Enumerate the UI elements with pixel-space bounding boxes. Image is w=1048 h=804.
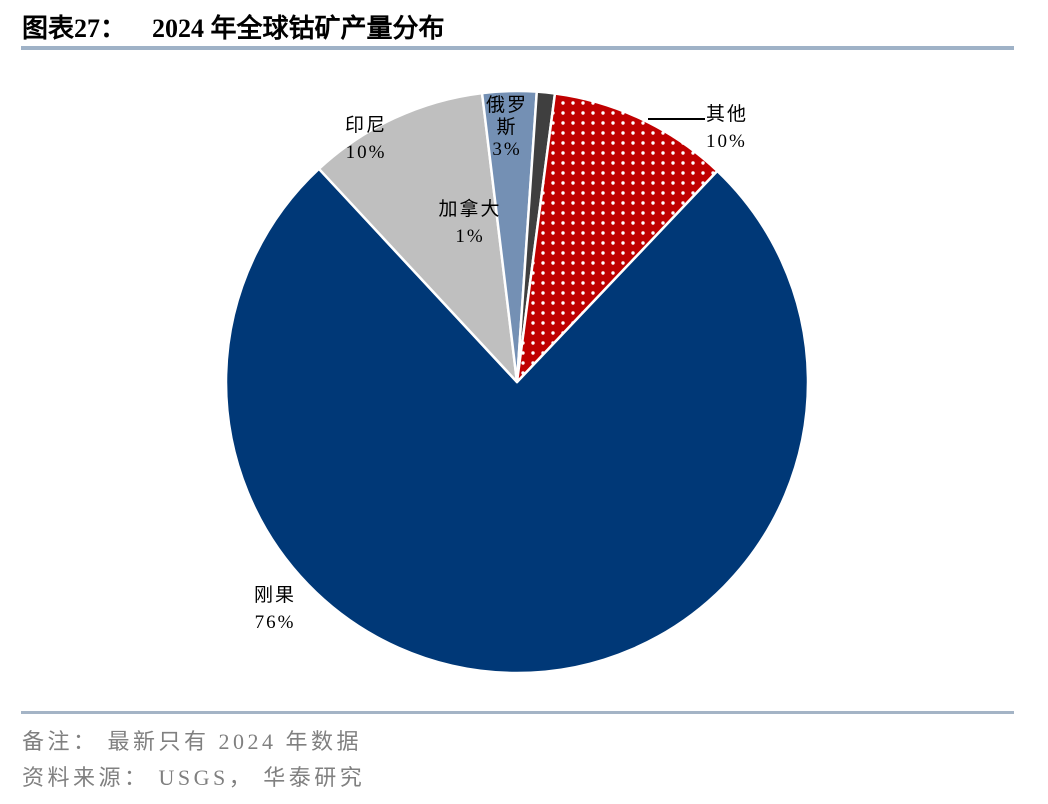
others-pct: 10% [706, 131, 747, 152]
others-leader-line [648, 118, 705, 120]
pie-label-indonesia: 印尼 10% [316, 112, 416, 166]
russia-name-line1: 俄罗 [485, 95, 528, 116]
canada-pct: 1% [455, 226, 485, 247]
russia-pct: 3% [492, 139, 522, 160]
title-divider [21, 46, 1014, 50]
pie-label-russia: 俄罗 斯 3% [477, 95, 537, 161]
footer-divider [21, 711, 1014, 714]
congo-name: 刚果 [253, 585, 296, 606]
pie-label-congo: 刚果 76% [215, 582, 335, 636]
indonesia-name: 印尼 [344, 115, 387, 136]
russia-name-line2: 斯 [496, 117, 518, 138]
figure-title: 图表27： 2024 年全球钴矿产量分布 [22, 8, 445, 45]
footer-source: 资料来源： USGS， 华泰研究 [22, 765, 366, 790]
congo-pct: 76% [254, 612, 296, 633]
indonesia-pct: 10% [345, 142, 387, 163]
figure-title-text: 2024 年全球钴矿产量分布 [152, 14, 445, 43]
pie-label-others: 其他 10% [706, 101, 786, 155]
footer-note: 备注： 最新只有 2024 年数据 [22, 729, 363, 754]
figure-number: 图表27： [22, 14, 127, 43]
pie-slices-group [224, 89, 810, 675]
canada-name: 加拿大 [438, 199, 502, 220]
pie-slice-印尼 [317, 91, 519, 384]
pie-slice-其他 [515, 92, 719, 384]
pie-slice-刚果 [224, 167, 810, 675]
pie-label-canada: 加拿大 1% [410, 196, 530, 250]
others-name: 其他 [706, 104, 749, 125]
